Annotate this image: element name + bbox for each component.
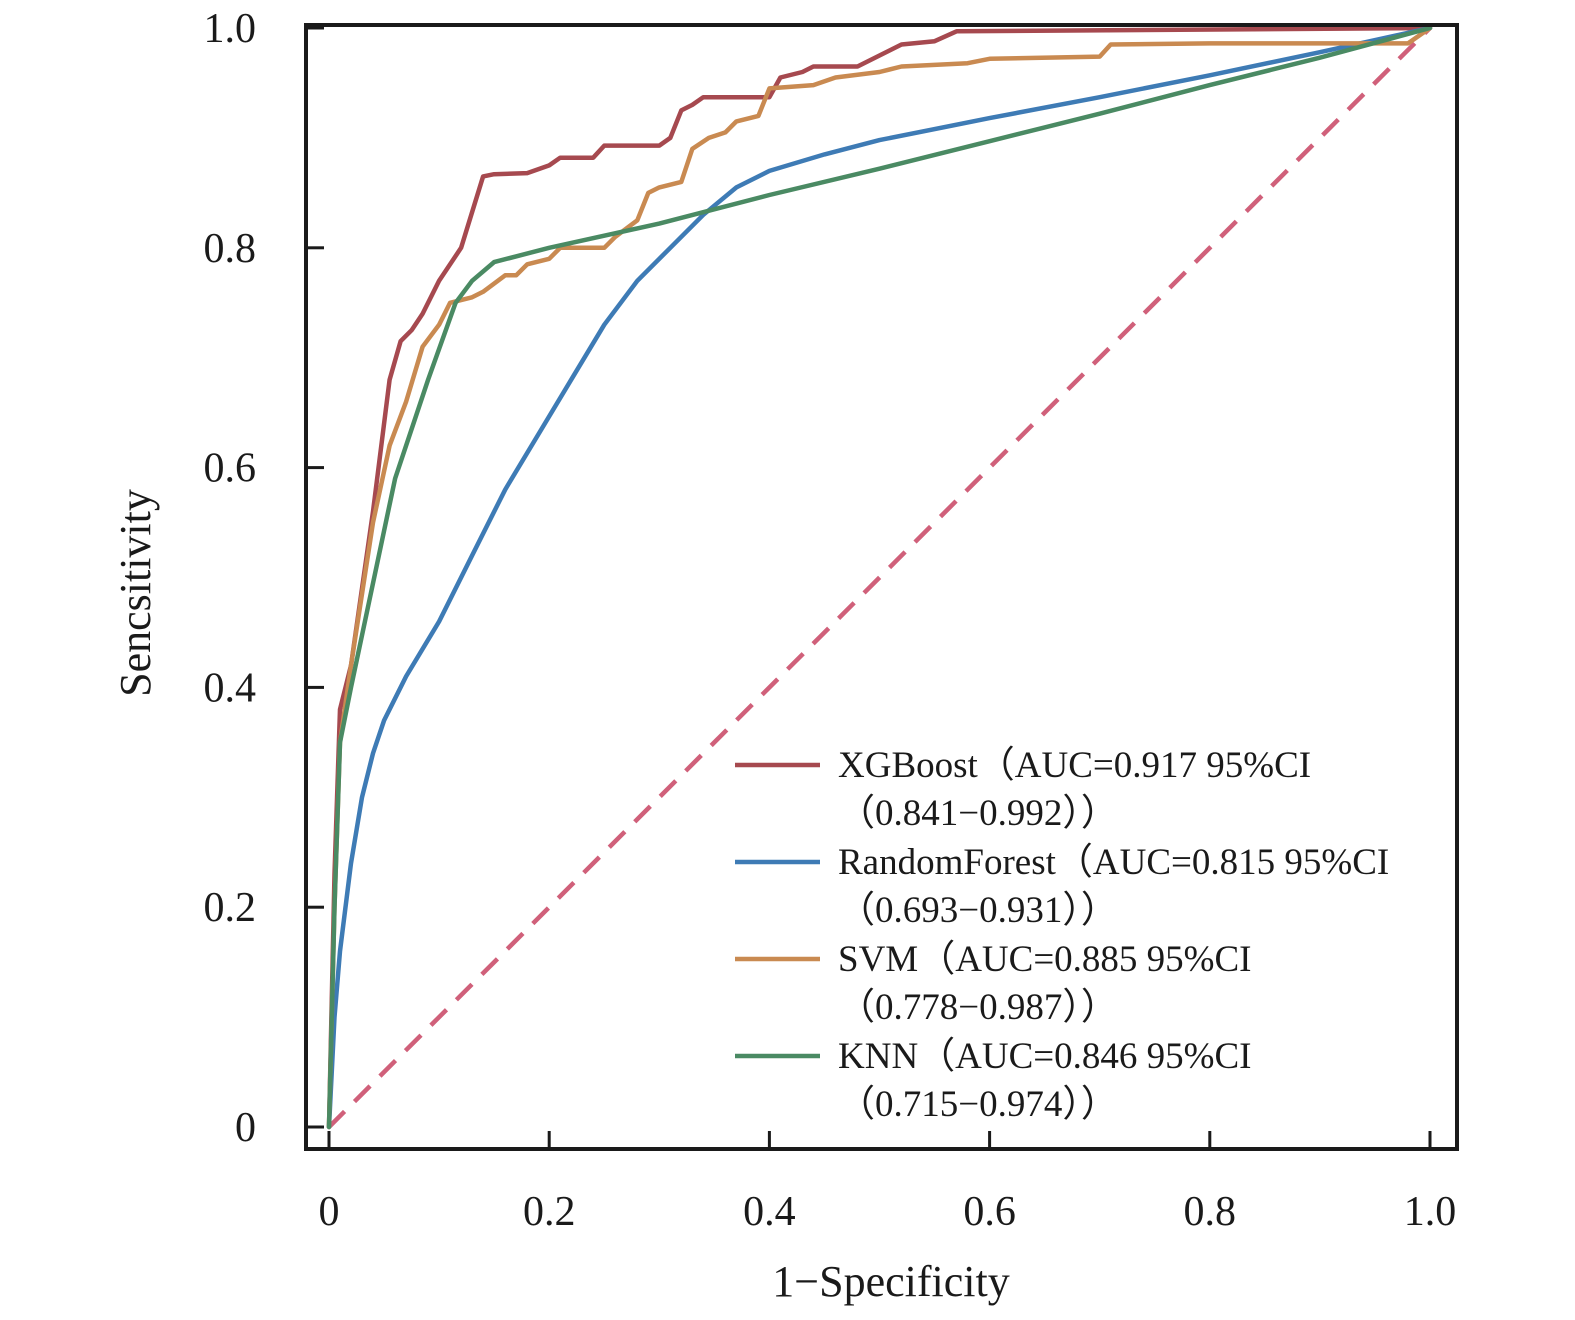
x-tick-label: 0.8 xyxy=(1184,1189,1237,1235)
knn-roc-line xyxy=(326,25,1433,1130)
tick-layer: 0 0.2 0.4 0.6 0.8 1.0 0 0.2 0.4 0.6 0.8 1.0 xyxy=(204,6,1457,1235)
legend-ci-label: （0.715−0.974）） xyxy=(838,1084,1118,1125)
legend-label: KNN（AUC=0.846 95%CI xyxy=(838,1036,1251,1077)
legend: XGBoost（AUC=0.917 95%CI （0.841−0.992）） Ran… xyxy=(735,745,1389,1125)
legend-ci-label: （0.778−0.987）） xyxy=(838,987,1118,1028)
x-tick-label: 0.2 xyxy=(523,1189,576,1235)
legend-label: RandomForest（AUC=0.815 95%CI xyxy=(838,842,1389,883)
y-tick-label: 0.4 xyxy=(204,665,257,711)
y-tick-label: 0.2 xyxy=(204,885,257,931)
legend-ci-label: （0.841−0.992）） xyxy=(838,793,1118,834)
x-axis-title: 1−Specificity xyxy=(772,1257,1009,1306)
y-tick-label: 0.6 xyxy=(204,446,257,492)
legend-label: SVM（AUC=0.885 95%CI xyxy=(838,939,1252,980)
y-axis-title: Sencsitivity xyxy=(111,489,160,697)
y-tick-label: 1.0 xyxy=(204,6,257,52)
legend-ci-label: （0.693−0.931）） xyxy=(838,890,1118,931)
x-tick-label: 0 xyxy=(319,1189,340,1235)
svm-roc-line xyxy=(326,25,1433,1130)
x-tick-label: 0.6 xyxy=(963,1189,1016,1235)
xgboost-roc-line xyxy=(326,25,1433,1130)
y-tick-label: 0 xyxy=(235,1105,256,1151)
reference-diagonal-line xyxy=(327,26,1432,1129)
randomforest-roc-line xyxy=(326,25,1433,1130)
x-tick-label: 1.0 xyxy=(1404,1189,1457,1235)
series-layer xyxy=(326,25,1433,1130)
legend-label: XGBoost（AUC=0.917 95%CI xyxy=(838,745,1311,786)
plot-frame xyxy=(304,23,1459,1151)
x-tick-label: 0.4 xyxy=(743,1189,796,1235)
y-tick-label: 0.8 xyxy=(204,226,257,272)
